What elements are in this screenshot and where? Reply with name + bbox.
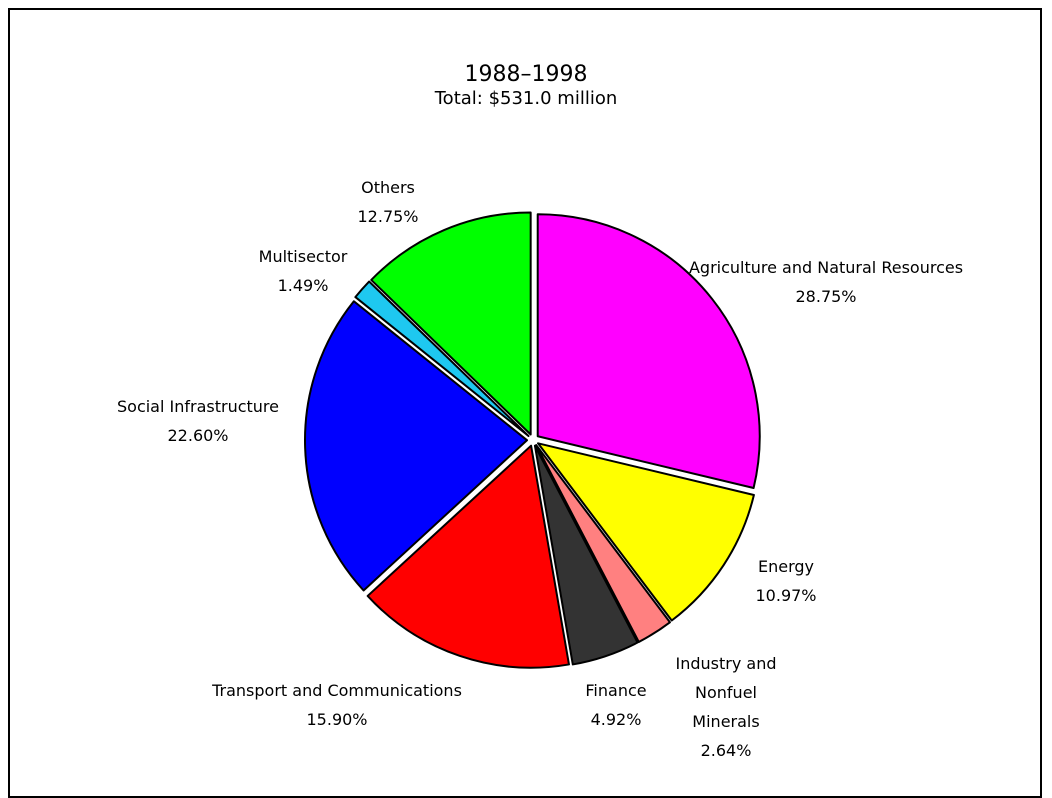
slice-label: Finance 4.92% — [585, 676, 646, 734]
pie-slice — [354, 280, 530, 438]
category-label: Social Infrastructure — [116, 397, 280, 416]
slice-label: Others 12.75% — [357, 173, 418, 231]
pie-slice — [370, 211, 532, 436]
chart-title: 1988–1998 — [464, 62, 588, 87]
value-label: 12.75% — [357, 207, 419, 226]
category-label: Agriculture and Natural Resources — [688, 258, 964, 277]
value-label: 4.92% — [590, 710, 642, 729]
value-label: 10.97% — [755, 586, 817, 605]
category-label: Transport and Communications — [212, 681, 462, 700]
pie-slice — [304, 300, 529, 592]
slice-label: Multisector 1.49% — [259, 242, 348, 300]
slice-label: Transport and Communications 15.90% — [212, 676, 462, 734]
slice-label: Energy 10.97% — [755, 552, 816, 610]
slice-label: Industry and Nonfuel Minerals 2.64% — [667, 649, 785, 765]
category-label: Others — [361, 178, 415, 197]
category-label: Multisector — [258, 247, 348, 266]
category-label: Finance — [585, 681, 647, 700]
pie-slice — [533, 444, 639, 666]
category-label: Industry and Nonfuel Minerals — [675, 654, 777, 731]
category-label: Energy — [757, 557, 815, 576]
value-label: 28.75% — [795, 287, 857, 306]
pie-slice — [537, 442, 755, 622]
pie-slice — [535, 444, 671, 643]
value-label: 22.60% — [167, 426, 229, 445]
value-label: 15.90% — [306, 710, 368, 729]
slice-label: Agriculture and Natural Resources 28.75% — [689, 253, 963, 311]
value-label: 2.64% — [700, 741, 752, 760]
pie-slice — [536, 213, 761, 490]
slice-label: Social Infrastructure 22.60% — [117, 392, 279, 450]
pie-slice — [366, 444, 570, 669]
chart-subtitle: Total: $531.0 million — [434, 88, 618, 109]
value-label: 1.49% — [277, 276, 329, 295]
